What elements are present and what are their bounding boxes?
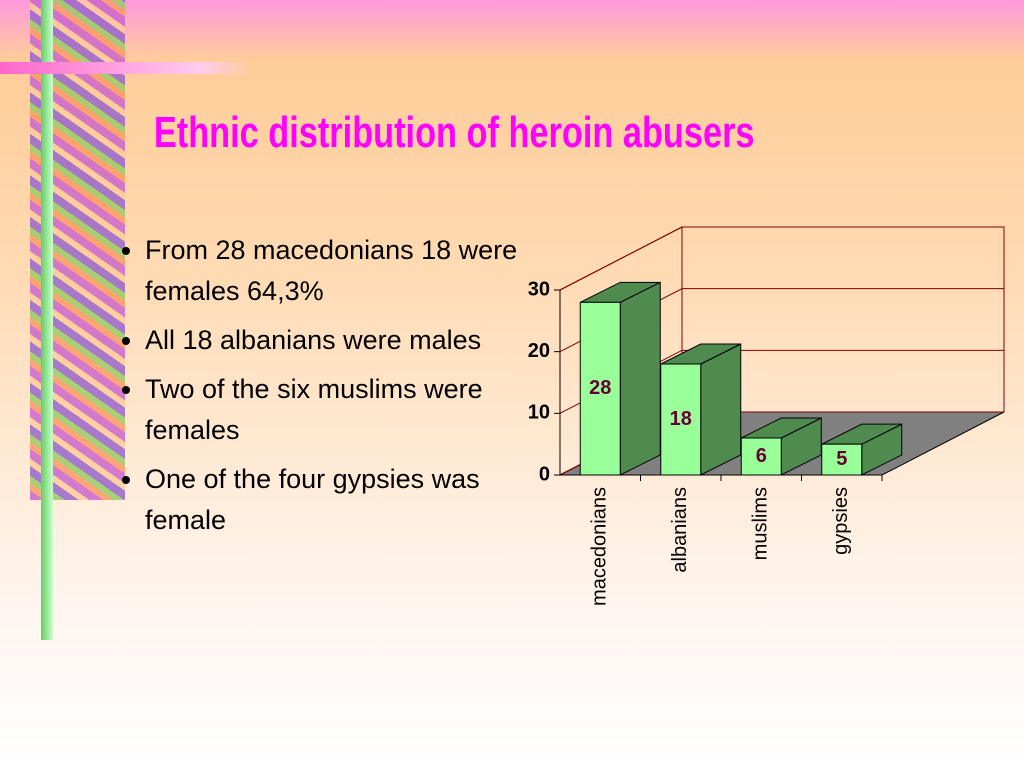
y-tick-label: 10: [528, 402, 550, 424]
x-tick-label: gypsies: [830, 487, 852, 555]
bar: [660, 343, 742, 476]
grid-line: [559, 226, 1004, 291]
x-tick-label: albanians: [669, 487, 691, 573]
decorative-line: [0, 62, 250, 74]
bar-side: [700, 343, 742, 476]
data-label: 5: [836, 448, 847, 470]
y-tick-label: 30: [528, 278, 550, 300]
bullet: All 18 albanians were males: [145, 320, 545, 361]
decorative-line: [41, 0, 53, 640]
y-tick-label: 20: [528, 340, 550, 362]
bar-front: [821, 443, 863, 476]
bar: [579, 281, 661, 476]
bar-front: [579, 301, 621, 476]
bullet-list: From 28 macedonians 18 were females 64,3…: [100, 230, 545, 549]
bar: [740, 417, 822, 476]
data-label: 6: [756, 445, 767, 467]
bar-side: [619, 281, 661, 476]
bar-front: [660, 363, 702, 476]
bar: [821, 423, 903, 476]
bullet: From 28 macedonians 18 were females 64,3…: [145, 230, 545, 312]
bar-front: [740, 437, 782, 476]
data-label: 28: [589, 377, 611, 399]
data-label: 18: [670, 408, 692, 430]
x-tick-label: muslims: [750, 487, 772, 560]
bullet: One of the four gypsies was female: [145, 459, 545, 541]
slide-title: Ethnic distribution of heroin abusers: [153, 108, 755, 157]
bullet: Two of the six muslims were females: [145, 369, 545, 451]
x-tick-label: macedonians: [589, 487, 611, 606]
y-tick-label: 0: [539, 463, 550, 485]
